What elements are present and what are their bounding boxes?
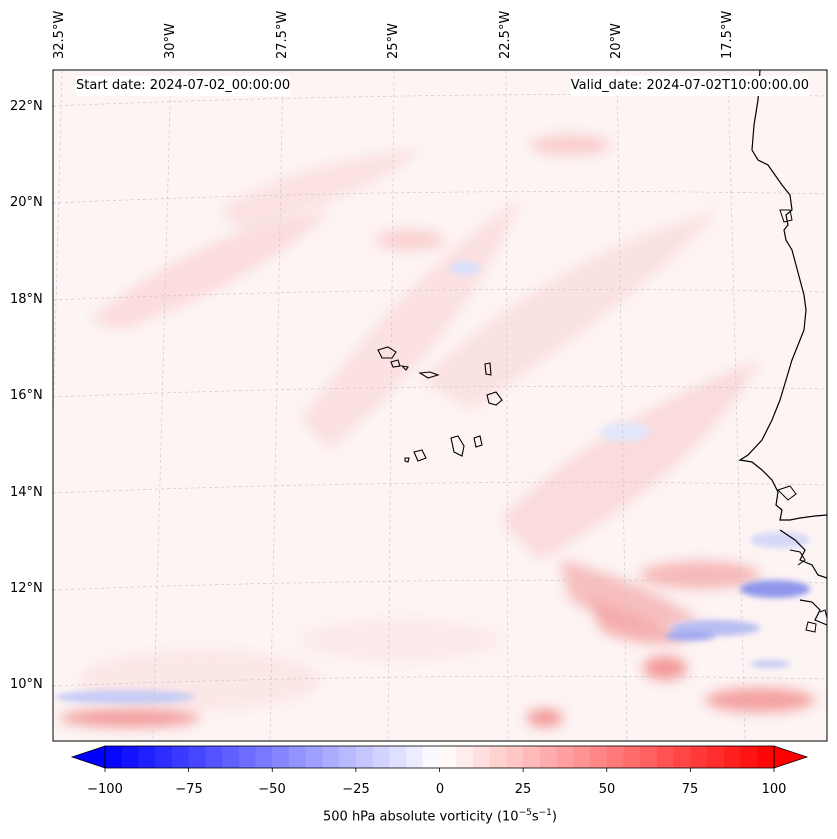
colorbar-tick-label: −50 [258,782,286,797]
colorbar-cell [757,746,775,768]
lat-label-18n: 18°N [10,292,43,307]
colorbar-cell [105,746,123,768]
colorbar-cell [673,746,691,768]
vorticity-negative [55,261,810,704]
african-coastline [738,70,827,521]
start-date: Start date: 2024-07-02_00:00:00 [76,76,291,96]
colorbar-cell [590,746,608,768]
lat-label-22n: 22°N [10,99,43,114]
colorbar-cell [305,746,324,768]
colorbar-cell [188,746,206,768]
colorbar-cell [523,746,541,768]
colorbar-label: 500 hPa absolute vorticity (10−5s−1) [323,808,557,825]
colorbar-tick-marks [104,768,775,772]
lat-label-10n: 10°N [10,677,43,692]
colorbar-min-extension [70,745,106,769]
colorbar-cell [573,746,591,768]
colorbar-cell [690,746,708,768]
lon-label-25w: 25°W [386,23,401,59]
colorbar-cell [155,746,173,768]
colorbar-cell [439,746,457,768]
colorbar-tick-label: 25 [514,782,532,797]
colorbar-max-extension [773,745,809,769]
colorbar-cell [656,746,675,768]
colorbar-cell [339,746,357,768]
colorbar-cell [121,746,140,768]
colorbar-cell [288,746,307,768]
lon-label-30w: 30°W [163,23,178,59]
colorbar-cell [138,746,156,768]
map-frame [52,69,828,742]
colorbar-cell [539,746,558,768]
colorbar-cell [205,746,223,768]
colorbar-tick-label: 50 [598,782,616,797]
colorbar-cell [322,746,340,768]
colorbar-cell [355,746,374,768]
colorbar-cell [707,746,725,768]
colorbar-tick-label: 75 [681,782,699,797]
lon-label-20w: 20°W [609,23,624,59]
colorbar-tick-label: −100 [87,782,123,797]
colorbar-gradient [105,746,775,768]
colorbar-tick-label: −25 [342,782,370,797]
graticule [53,70,827,741]
colorbar-cell [255,746,273,768]
lon-label-32-5w: 32.5°W [52,10,67,59]
colorbar-cell [489,746,507,768]
colorbar-cell [556,746,574,768]
colorbar-cell [171,746,190,768]
lon-label-27-5w: 27.5°W [275,10,290,59]
colorbar-cell [606,746,625,768]
colorbar-cell [272,746,290,768]
colorbar-cell [422,746,441,768]
lat-label-16n: 16°N [10,388,43,403]
colorbar-cell [723,746,742,768]
map-area [53,70,827,741]
colorbar-cell [740,746,758,768]
cape-verde-islands [377,346,503,463]
lat-label-20n: 20°N [10,195,43,210]
colorbar-cell [389,746,407,768]
colorbar-cell [222,746,240,768]
colorbar-cell [238,746,257,768]
colorbar-tick-label: 0 [435,782,445,797]
colorbar-cell [372,746,390,768]
colorbar-tick-label: 100 [761,782,787,797]
lon-label-17-5w: 17.5°W [720,10,735,59]
colorbar-cell [406,746,424,768]
colorbar-cell [472,746,491,768]
colorbar-cell [640,746,658,768]
valid-date: Valid_date: 2024-07-02T10:00:00.00 [570,76,809,96]
lon-label-22-5w: 22.5°W [498,10,513,59]
colorbar-tick-label: −75 [175,782,203,797]
colorbar-cell [506,746,524,768]
lat-label-14n: 14°N [10,485,43,500]
colorbar-cell [456,746,474,768]
lat-label-12n: 12°N [10,581,43,596]
colorbar-cell [623,746,641,768]
colorbar [70,745,809,772]
